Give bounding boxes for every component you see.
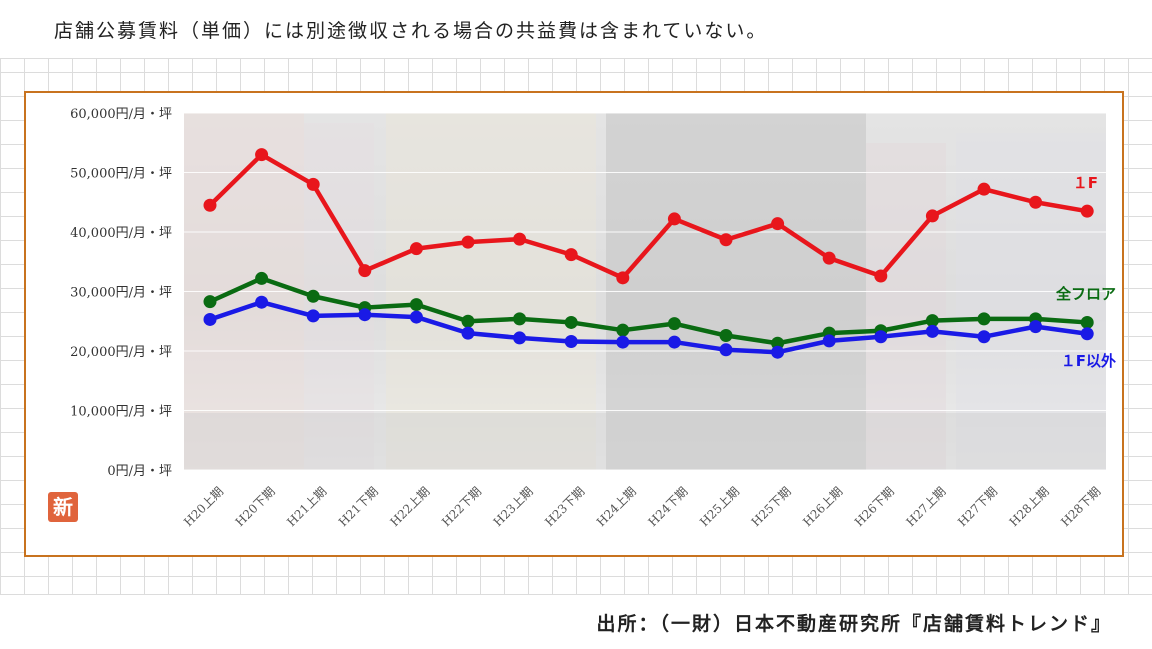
series-1f — [203, 148, 1094, 285]
series-1f-point — [667, 212, 681, 226]
series-all-floors-point — [1080, 315, 1094, 329]
x-tick-label: H20下期 — [233, 484, 278, 529]
x-tick-label: H27下期 — [955, 484, 1000, 529]
series-other-floors-point — [409, 310, 423, 324]
x-tick-label: H25上期 — [697, 484, 742, 529]
series-1f-point — [564, 248, 578, 262]
x-tick-label: H21下期 — [336, 484, 381, 529]
y-tick-label: 30,000円/月・坪 — [70, 286, 172, 301]
x-tick-label: H23上期 — [491, 484, 536, 529]
series-all-floors-point — [616, 323, 630, 337]
y-tick-label: 10,000円/月・坪 — [70, 405, 172, 420]
series-layer — [203, 148, 1094, 359]
x-axis-ticks: H20上期 H20下期 H21上期 H21下期 H22上期 H22下期 H23上期 H23下期… — [181, 484, 1103, 529]
grid-lines — [184, 112, 1106, 471]
series-other-floors-point — [719, 343, 733, 357]
series-other-floors — [203, 295, 1094, 359]
x-tick-label: H21上期 — [284, 484, 329, 529]
x-tick-label: H25下期 — [749, 484, 794, 529]
series-all-floors-point — [203, 295, 217, 309]
series-1f-point — [1029, 195, 1043, 209]
series-other-floors-point — [977, 330, 991, 344]
series-all-floors-point — [977, 312, 991, 326]
x-tick-label: H28下期 — [1058, 484, 1103, 529]
series-label-all-floors: 全フロア — [1055, 285, 1116, 303]
series-all-floors-point — [667, 317, 681, 331]
series-labels: １F 全フロア １F以外 — [1055, 174, 1116, 370]
y-tick-label: 50,000円/月・坪 — [70, 167, 172, 182]
y-tick-label: 40,000円/月・坪 — [70, 226, 172, 241]
series-1f-point — [255, 148, 269, 162]
series-all-floors-point — [771, 336, 785, 350]
series-other-floors-point — [1029, 320, 1043, 334]
header-note-bar: 店舗公募賃料（単価）には別途徴収される場合の共益費は含まれていない。 — [0, 0, 1152, 59]
x-tick-label: H23下期 — [542, 484, 587, 529]
series-other-floors-point — [771, 345, 785, 359]
series-1f-point — [1080, 204, 1094, 218]
series-other-floors-point — [306, 309, 320, 323]
x-tick-label: H24下期 — [645, 484, 690, 529]
series-other-floors-point — [203, 312, 217, 326]
y-axis-ticks: 0円/月・坪 10,000円/月・坪 20,000円/月・坪 30,000円/月・坪 4… — [70, 107, 172, 479]
x-tick-label: H22上期 — [387, 484, 432, 529]
new-badge: 新 — [48, 492, 78, 522]
series-1f-point — [771, 217, 785, 231]
series-other-floors-point — [874, 330, 888, 344]
series-other-floors-point — [255, 295, 269, 309]
x-tick-label: H26下期 — [852, 484, 897, 529]
series-all-floors-point — [564, 315, 578, 329]
series-other-floors-point — [822, 334, 836, 348]
series-other-floors-point — [564, 334, 578, 348]
source-bar: 出所：（一財）日本不動産研究所『店舗賃料トレンド』 — [0, 594, 1152, 649]
series-all-floors-point — [513, 312, 527, 326]
series-1f-point — [719, 233, 733, 247]
series-1f-point — [513, 232, 527, 246]
y-tick-label: 0円/月・坪 — [107, 464, 172, 479]
series-1f-point — [409, 242, 423, 256]
series-1f-point — [822, 251, 836, 265]
series-other-floors-point — [667, 335, 681, 349]
series-all-floors-line — [207, 276, 1090, 346]
series-all-floors-point — [461, 314, 475, 328]
series-other-floors-line — [207, 299, 1090, 355]
series-all-floors-point — [409, 298, 423, 312]
header-note: 店舗公募賃料（単価）には別途徴収される場合の共益費は含まれていない。 — [54, 20, 768, 42]
series-label-1f: １F — [1073, 174, 1098, 192]
source-note: 出所：（一財）日本不動産研究所『店舗賃料トレンド』 — [596, 613, 1112, 635]
x-tick-label: H22下期 — [439, 484, 484, 529]
x-tick-label: H20上期 — [181, 484, 226, 529]
series-label-other-floors: １F以外 — [1061, 352, 1116, 370]
series-1f-point — [461, 235, 475, 249]
series-other-floors-point — [616, 335, 630, 349]
y-tick-label: 60,000円/月・坪 — [70, 107, 172, 122]
chart-frame: 0円/月・坪 10,000円/月・坪 20,000円/月・坪 30,000円/月・坪 4… — [24, 91, 1124, 557]
series-1f-point — [306, 177, 320, 191]
series-1f-point — [977, 182, 991, 196]
series-other-floors-point — [461, 326, 475, 340]
x-tick-label: H28上期 — [1007, 484, 1052, 529]
series-1f-point — [358, 264, 372, 278]
series-other-floors-point — [358, 308, 372, 322]
y-tick-label: 20,000円/月・坪 — [70, 345, 172, 360]
series-all-floors-point — [255, 271, 269, 285]
series-1f-line — [207, 152, 1090, 281]
series-all-floors-point — [925, 314, 939, 328]
x-tick-label: H26上期 — [800, 484, 845, 529]
series-all-floors-point — [719, 329, 733, 343]
series-all-floors-point — [306, 289, 320, 303]
line-chart: 0円/月・坪 10,000円/月・坪 20,000円/月・坪 30,000円/月・坪 4… — [70, 107, 1116, 529]
series-other-floors-point — [1080, 327, 1094, 341]
x-tick-label: H24上期 — [594, 484, 639, 529]
series-other-floors-point — [513, 331, 527, 345]
series-other-floors-point — [925, 324, 939, 338]
series-1f-point — [874, 269, 888, 283]
series-1f-point — [203, 198, 217, 212]
series-1f-point — [616, 271, 630, 285]
x-tick-label: H27上期 — [903, 484, 948, 529]
series-1f-point — [925, 209, 939, 223]
